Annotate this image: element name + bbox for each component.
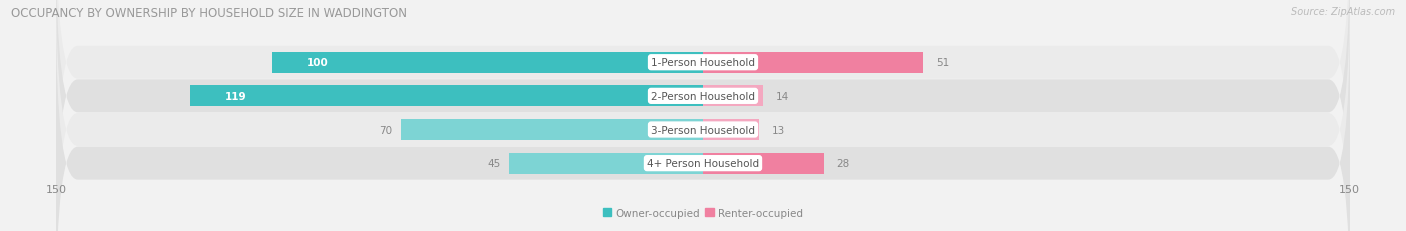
Bar: [703, 153, 824, 174]
Text: 70: 70: [380, 125, 392, 135]
Text: 45: 45: [486, 158, 501, 168]
FancyBboxPatch shape: [56, 0, 1350, 214]
Legend: Owner-occupied, Renter-occupied: Owner-occupied, Renter-occupied: [599, 204, 807, 222]
Text: 51: 51: [936, 58, 949, 68]
Text: 14: 14: [776, 91, 790, 101]
FancyBboxPatch shape: [56, 0, 1350, 231]
Bar: [401, 120, 703, 140]
Bar: [703, 53, 922, 73]
Text: 119: 119: [225, 91, 246, 101]
Text: 100: 100: [307, 58, 328, 68]
Bar: [703, 86, 763, 107]
Bar: [190, 86, 703, 107]
Text: Source: ZipAtlas.com: Source: ZipAtlas.com: [1291, 7, 1395, 17]
Bar: [509, 153, 703, 174]
Text: 1-Person Household: 1-Person Household: [651, 58, 755, 68]
Text: 3-Person Household: 3-Person Household: [651, 125, 755, 135]
Text: 13: 13: [772, 125, 785, 135]
Text: 28: 28: [837, 158, 849, 168]
Bar: [271, 53, 703, 73]
Text: 4+ Person Household: 4+ Person Household: [647, 158, 759, 168]
FancyBboxPatch shape: [56, 12, 1350, 231]
Bar: [703, 120, 759, 140]
FancyBboxPatch shape: [56, 0, 1350, 231]
Text: OCCUPANCY BY OWNERSHIP BY HOUSEHOLD SIZE IN WADDINGTON: OCCUPANCY BY OWNERSHIP BY HOUSEHOLD SIZE…: [11, 7, 408, 20]
Text: 2-Person Household: 2-Person Household: [651, 91, 755, 101]
